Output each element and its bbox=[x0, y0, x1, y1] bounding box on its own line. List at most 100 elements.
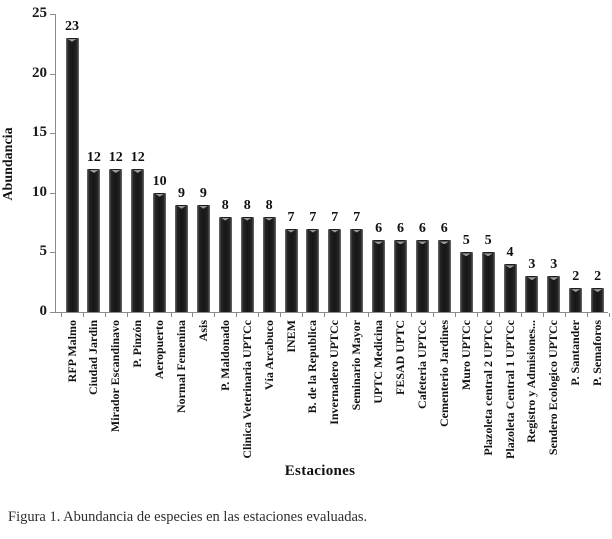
bar-top-highlight bbox=[308, 229, 318, 233]
bar-value-label: 12 bbox=[108, 149, 123, 165]
x-axis-title: Estaciones bbox=[284, 463, 356, 479]
bar-value-label: 8 bbox=[243, 197, 251, 213]
category-label: Mirador Escandinavo bbox=[108, 320, 123, 433]
bar-top-highlight bbox=[155, 193, 165, 197]
category-label: Sendero Ecologico UPTCc bbox=[546, 320, 561, 456]
category-label: Invernadero UPTCc bbox=[327, 320, 342, 425]
x-tick-mark bbox=[82, 313, 84, 317]
bar-value-label: 6 bbox=[375, 221, 383, 237]
bar-top-highlight bbox=[374, 241, 384, 245]
y-tick-label: 15 bbox=[32, 124, 47, 141]
bar-top-highlight bbox=[396, 241, 405, 245]
bar-value-label: 8 bbox=[265, 197, 273, 213]
bar-value-label: 9 bbox=[178, 185, 185, 201]
category-label: Aeropuerto bbox=[152, 320, 167, 380]
category-label: Plazoleta central 2 UPTCc bbox=[480, 320, 495, 456]
bar-value-label: 10 bbox=[152, 173, 167, 189]
bar-value-label: 5 bbox=[462, 233, 470, 249]
bar bbox=[175, 204, 188, 312]
x-tick-mark bbox=[389, 313, 391, 317]
y-tick-label: 5 bbox=[39, 243, 48, 260]
x-tick-mark bbox=[520, 313, 522, 317]
bar-top-highlight bbox=[67, 38, 77, 42]
x-tick-mark bbox=[411, 313, 413, 317]
category-label: Seminario Mayor bbox=[349, 320, 364, 411]
y-tick-label: 10 bbox=[32, 183, 47, 200]
x-tick-mark bbox=[542, 313, 544, 317]
bar bbox=[547, 276, 561, 312]
bar-value-label: 8 bbox=[221, 197, 229, 213]
category-label: Normal Femenina bbox=[174, 320, 188, 413]
bar bbox=[131, 168, 145, 312]
bar-top-highlight bbox=[593, 289, 603, 293]
bar-top-highlight bbox=[89, 169, 99, 173]
bar-top-highlight bbox=[352, 229, 362, 233]
category-label: INEM bbox=[283, 320, 298, 353]
x-tick-mark bbox=[258, 313, 260, 317]
x-tick-mark bbox=[236, 313, 238, 317]
bar bbox=[525, 276, 539, 312]
category-label: RFP Malmo bbox=[64, 320, 79, 383]
bar-value-label: 12 bbox=[86, 149, 101, 165]
category-label: P. Santander bbox=[568, 320, 583, 386]
bar-value-label: 6 bbox=[418, 221, 426, 237]
bar-value-label: 12 bbox=[130, 149, 145, 165]
category-label: B. de la Republica bbox=[305, 320, 320, 414]
bar-top-highlight bbox=[527, 277, 537, 281]
bar-value-label: 7 bbox=[331, 209, 339, 225]
bar-top-highlight bbox=[505, 265, 515, 269]
bar-value-label: 9 bbox=[199, 185, 207, 201]
bar-top-highlight bbox=[177, 205, 186, 209]
bar-value-label: 5 bbox=[484, 233, 492, 249]
bar-value-label: 2 bbox=[594, 269, 602, 285]
x-tick-mark bbox=[586, 313, 588, 317]
bar bbox=[394, 240, 407, 312]
bar-top-highlight bbox=[483, 253, 493, 257]
y-tick-mark bbox=[50, 133, 55, 135]
x-tick-mark bbox=[564, 313, 566, 317]
y-axis-title: Abundancia bbox=[1, 127, 16, 201]
bar-value-label: 4 bbox=[506, 245, 514, 261]
category-label: P. Pinzón bbox=[130, 320, 145, 368]
x-tick-mark bbox=[148, 313, 150, 317]
category-label: Registro y Admisiones... bbox=[524, 320, 539, 443]
bar bbox=[109, 168, 123, 312]
bar-top-highlight bbox=[198, 205, 208, 209]
x-tick-mark bbox=[61, 313, 63, 317]
bar-top-highlight bbox=[286, 229, 296, 233]
bar bbox=[459, 252, 473, 312]
bar bbox=[569, 288, 583, 312]
bar-top-highlight bbox=[264, 217, 274, 221]
bar-top-highlight bbox=[220, 217, 230, 221]
bar bbox=[240, 216, 254, 312]
category-label: UPTC Medicina bbox=[371, 320, 386, 404]
y-tick-label: 25 bbox=[32, 5, 47, 22]
category-label: Muro UPTCc bbox=[458, 320, 473, 391]
bar bbox=[350, 228, 364, 312]
bar-top-highlight bbox=[330, 229, 340, 233]
bar bbox=[262, 216, 276, 312]
x-tick-mark bbox=[301, 313, 303, 317]
x-tick-mark bbox=[455, 313, 457, 317]
y-axis-line bbox=[55, 14, 56, 313]
bar bbox=[503, 264, 517, 312]
y-tick-mark bbox=[50, 312, 55, 313]
x-tick-mark bbox=[323, 313, 325, 317]
bar bbox=[481, 252, 495, 312]
bar-top-highlight bbox=[133, 169, 143, 173]
category-label: Clinica Veterinaria UPTCc bbox=[239, 320, 254, 459]
bar bbox=[591, 288, 605, 312]
bar-value-label: 6 bbox=[397, 221, 404, 237]
x-tick-mark bbox=[345, 313, 347, 317]
bar bbox=[196, 204, 210, 312]
x-tick-mark bbox=[192, 313, 194, 317]
bar bbox=[284, 228, 298, 312]
x-tick-mark bbox=[280, 313, 282, 317]
bar bbox=[306, 228, 320, 312]
bar bbox=[372, 240, 386, 312]
bar bbox=[437, 240, 451, 312]
category-label: Plazoleta Central 1 UPTCc bbox=[502, 320, 517, 459]
y-tick-mark bbox=[50, 73, 55, 75]
category-label: Ciudad Jardin bbox=[86, 320, 101, 396]
y-tick-mark bbox=[50, 14, 55, 15]
